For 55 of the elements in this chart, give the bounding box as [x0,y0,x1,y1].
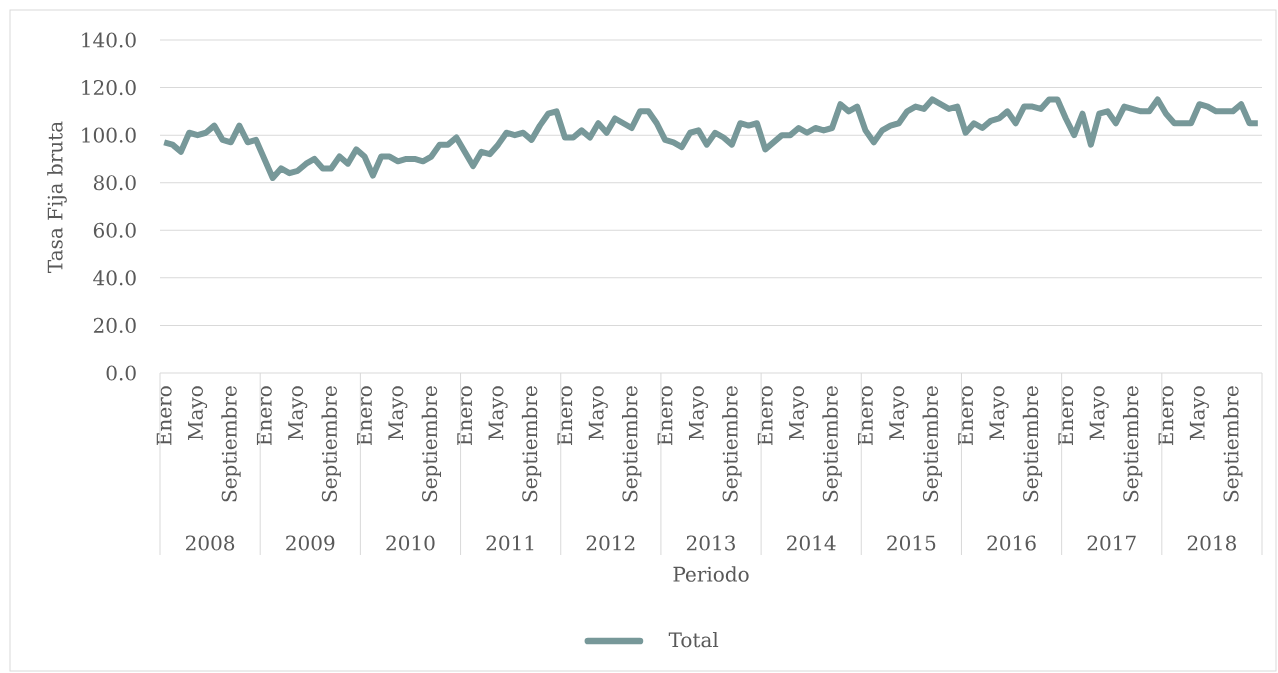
x-tick-label: Septiembre [221,386,241,502]
x-axis-title: Periodo [673,566,749,582]
x-tick-label: Enero [757,386,773,446]
x-tick-label: Enero [256,386,272,446]
x-tick-label: Mayo [588,386,608,440]
legend-label: Total [668,631,719,648]
y-tick-label: 40.0 [93,270,136,286]
y-axis-title: Tasa Fija bruta [47,121,67,273]
x-tick-label: Mayo [1089,386,1109,440]
x-tick-label: Septiembre [622,386,642,502]
y-tick-label: 100.0 [82,127,136,143]
x-tick-label: Septiembre [1022,386,1043,502]
text: 2013 [686,535,735,551]
x-tick-label: Enero [1058,386,1074,446]
text: 2011 [486,535,534,551]
x-tick-label: Septiembre [722,386,742,502]
text: 2012 [586,535,635,551]
x-tick-label: Septiembre [521,386,542,502]
x-tick-label: Septiembre [922,386,942,502]
y-tick-label: 60.0 [93,222,136,238]
text: 2018 [1187,535,1236,551]
x-tick-label: Mayo [288,386,308,440]
y-tick-label: 80.0 [93,175,136,191]
text: 2014 [787,535,836,551]
x-tick-label: Septiembre [321,386,341,502]
x-tick-label: Enero [156,386,172,446]
text: 2009 [286,535,335,551]
x-tick-label: Mayo [488,386,508,440]
x-tick-label: Enero [1158,386,1174,446]
x-tick-label: Mayo [989,386,1009,440]
x-tick-label: Mayo [688,386,708,440]
text: 2017 [1087,535,1136,551]
y-tick-label: 140.0 [82,32,136,48]
x-tick-label: Mayo [388,386,408,440]
x-tick-label: Enero [457,386,473,446]
y-tick-label: 120.0 [82,80,136,96]
x-tick-label: Mayo [889,386,909,440]
x-tick-label: Mayo [188,386,208,440]
x-tick-label: Septiembre [1223,386,1243,502]
y-tick-label: 20.0 [93,317,136,333]
x-tick-label: Septiembre [822,386,842,502]
x-tick-label: Enero [657,386,673,446]
x-tick-label: Mayo [1189,386,1209,440]
x-tick-label: Enero [858,386,873,446]
text: 2015 [887,535,936,551]
x-tick-label: Septiembre [421,386,442,502]
text: 2010 [386,535,435,551]
x-tick-label: Enero [557,386,573,446]
x-tick-label: Septiembre [1122,386,1143,502]
x-tick-label: Mayo [789,386,809,440]
y-tick-label: 0.0 [106,365,136,381]
x-tick-label: Enero [958,386,974,446]
text: 2008 [186,535,235,551]
text: 2016 [987,535,1036,551]
x-tick-label: Enero [357,386,372,446]
